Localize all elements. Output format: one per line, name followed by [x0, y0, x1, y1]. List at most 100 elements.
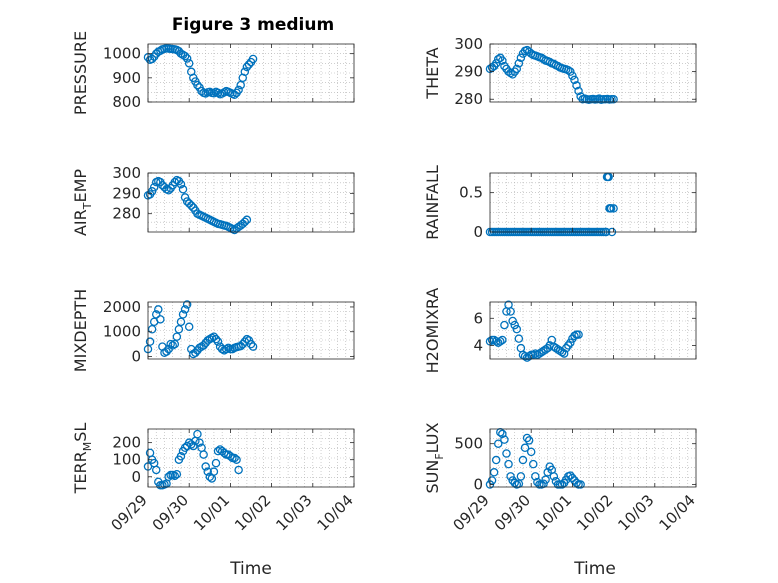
y-tick-label: 500 [454, 435, 483, 453]
data-point [487, 476, 497, 485]
y-tick-label: 2000 [103, 298, 141, 316]
data-point [570, 331, 579, 341]
data-point [199, 341, 208, 350]
data-point [508, 316, 517, 326]
data-point [174, 325, 184, 334]
subplot-2: 280 290 300 THETA [423, 35, 697, 108]
data-point [491, 337, 501, 346]
subplot-5: 0 1000 2000 MIXDEPTH [71, 289, 355, 372]
data-point [570, 75, 579, 85]
y-tick-label: 280 [454, 90, 483, 108]
data-point [568, 71, 577, 81]
data-point [510, 320, 519, 330]
y-tick-label: 280 [112, 205, 141, 223]
data-series [143, 429, 243, 490]
data-series [143, 300, 258, 359]
data-point [566, 471, 575, 480]
data-point [184, 59, 194, 68]
data-point [211, 334, 221, 344]
y-tick-label: 0.5 [459, 184, 483, 202]
data-point [230, 453, 239, 463]
y-tick-label: 0 [473, 476, 483, 494]
data-point [500, 320, 509, 330]
data-point [572, 478, 581, 488]
figure-title: Figure 3 medium [172, 15, 334, 35]
x-tick-label: 10/02 [573, 491, 616, 534]
data-point [193, 80, 202, 90]
data-point [240, 67, 250, 77]
data-point [506, 307, 515, 316]
y-axis-label: THETA [423, 47, 442, 99]
subplot-1: 800 900 1000 PRESSURE [71, 31, 355, 115]
data-point [246, 339, 256, 349]
data-point [164, 186, 173, 195]
data-point [234, 465, 243, 475]
data-point [209, 332, 219, 341]
data-point [203, 467, 212, 476]
data-point [496, 337, 505, 346]
x-tick-label: 10/02 [231, 491, 274, 534]
minor-grid [148, 429, 354, 487]
minor-grid [490, 173, 696, 232]
data-point [606, 204, 616, 213]
data-point [162, 347, 171, 356]
data-point [512, 64, 522, 74]
data-point [549, 59, 559, 69]
axes-box [147, 172, 355, 233]
minor-grid [490, 429, 696, 487]
y-axis-label: H2OMIXRA [423, 288, 442, 374]
data-point [242, 62, 252, 72]
y-tick-label: 1000 [103, 45, 141, 63]
data-point [502, 449, 511, 458]
data-series [485, 172, 618, 237]
y-axis-label: MIXDEPTH [71, 289, 90, 372]
data-point [195, 438, 204, 447]
x-axis-label-left: Time [229, 559, 272, 579]
data-point [574, 330, 583, 339]
data-point [493, 54, 503, 64]
data-point [559, 349, 569, 358]
data-point [543, 468, 552, 477]
y-tick-label: 300 [454, 35, 483, 53]
y-tick-label: 290 [112, 184, 141, 202]
axes-box [147, 301, 355, 360]
y-tick-label: 4 [473, 336, 483, 354]
axes-box [489, 43, 697, 103]
data-point [566, 67, 575, 76]
data-point [520, 352, 530, 361]
data-point [176, 452, 186, 461]
data-series [143, 175, 252, 235]
data-point [180, 193, 190, 202]
data-point [145, 337, 155, 346]
data-point [609, 94, 618, 104]
x-tick-label: 09/29 [450, 491, 493, 534]
data-point [489, 468, 499, 477]
data-point [564, 65, 573, 75]
axes-box [147, 428, 355, 488]
data-point [178, 185, 188, 194]
y-tick-label: 300 [112, 164, 141, 182]
x-tick-label: 10/01 [532, 491, 575, 534]
data-point [147, 187, 157, 196]
data-point [197, 86, 206, 96]
data-point [182, 300, 192, 309]
data-point [172, 469, 182, 479]
data-series [143, 44, 258, 100]
axes-box [147, 43, 355, 103]
data-point [516, 343, 526, 353]
y-tick-label: 0 [131, 348, 141, 366]
data-point [151, 465, 161, 475]
data-point [180, 443, 190, 453]
data-series [485, 300, 583, 362]
data-point [576, 480, 585, 489]
y-axis-label: TERRMSL [71, 423, 94, 495]
data-point [213, 88, 223, 98]
y-tick-label: 1000 [103, 323, 141, 341]
x-tick-label: 10/03 [614, 491, 657, 534]
data-point [209, 89, 219, 98]
y-tick-label: 900 [112, 69, 141, 87]
data-point [180, 305, 190, 314]
data-point [531, 349, 540, 358]
